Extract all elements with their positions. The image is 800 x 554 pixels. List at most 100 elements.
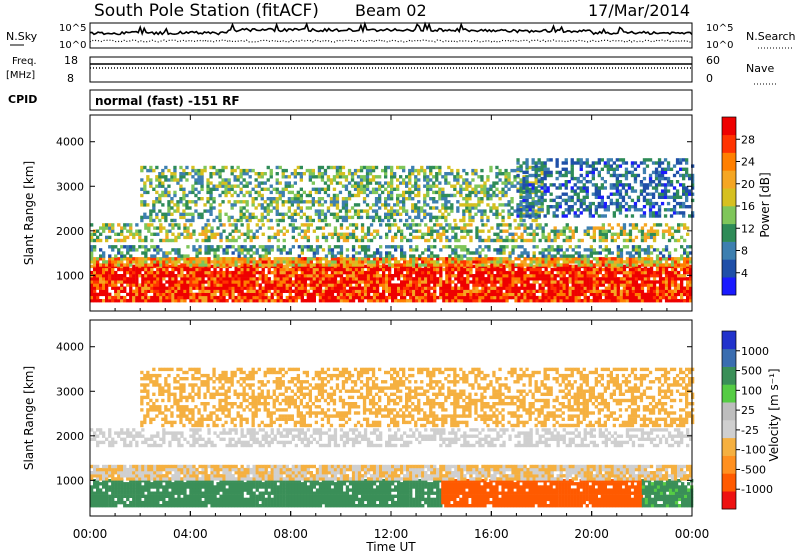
heatmap-cell <box>189 280 193 284</box>
heatmap-cell <box>204 274 208 278</box>
heatmap-cell <box>279 289 283 293</box>
heatmap-cell <box>344 175 349 179</box>
heatmap-cell <box>490 226 494 230</box>
heatmap-cell <box>465 209 469 213</box>
heatmap-cell <box>547 235 551 240</box>
heatmap-cell <box>505 229 509 233</box>
heatmap-cell <box>538 283 542 287</box>
heatmap-cell <box>686 257 690 261</box>
heatmap-cell <box>384 203 388 207</box>
heatmap-cell <box>315 251 320 255</box>
heatmap-cell <box>279 274 283 278</box>
heatmap-cell <box>273 280 277 284</box>
heatmap-cell <box>353 193 358 198</box>
heatmap-cell <box>132 248 136 252</box>
heatmap-cell <box>499 223 503 227</box>
heatmap-cell <box>457 295 461 300</box>
heatmap-cell <box>646 248 651 252</box>
heatmap-cell <box>293 193 297 198</box>
heatmap-cell <box>177 257 181 261</box>
heatmap-cell <box>291 229 295 233</box>
heatmap-cell <box>601 299 605 303</box>
heatmap-cell <box>379 292 383 297</box>
heatmap-cell <box>330 263 335 267</box>
heatmap-cell <box>366 263 371 267</box>
noise-left-label: N.Sky <box>6 30 38 43</box>
heatmap-cell <box>255 248 259 252</box>
heatmap-cell <box>459 184 463 188</box>
heatmap-cell <box>661 280 666 284</box>
heatmap-cell <box>613 263 617 267</box>
heatmap-cell <box>574 289 578 293</box>
heatmap-cell <box>284 175 288 179</box>
heatmap-cell <box>619 251 624 255</box>
heatmap-cell <box>451 292 455 297</box>
heatmap-cell <box>273 235 277 240</box>
heatmap-cell <box>661 257 666 261</box>
heatmap-cell <box>516 181 520 185</box>
heatmap-cell <box>664 245 669 249</box>
heatmap-cell <box>418 223 422 227</box>
heatmap-cell <box>140 200 144 204</box>
heatmap-cell <box>353 184 358 188</box>
heatmap-cell <box>345 232 350 236</box>
heatmap-cell <box>683 263 687 267</box>
heatmap-cell <box>514 283 518 287</box>
heatmap-cell <box>297 292 301 297</box>
heatmap-cell <box>556 235 560 240</box>
heatmap-cell <box>616 248 620 252</box>
heatmap-cell <box>354 263 359 267</box>
heatmap-cell <box>249 280 253 284</box>
heatmap-cell <box>186 274 190 278</box>
heatmap-cell <box>90 286 94 290</box>
heatmap-cell <box>643 263 648 267</box>
heatmap-cell <box>315 277 320 281</box>
heatmap-cell <box>454 260 458 264</box>
heatmap-cell <box>132 277 136 281</box>
heatmap-cell <box>598 299 602 303</box>
heatmap-cell <box>234 267 238 272</box>
heatmap-cell <box>537 206 541 210</box>
heatmap-cell <box>233 175 237 179</box>
heatmap-cell <box>321 289 326 293</box>
beam-label: Beam 02 <box>355 1 427 20</box>
heatmap-cell <box>680 295 684 300</box>
heatmap-cell <box>317 168 322 173</box>
heatmap-cell <box>170 200 174 204</box>
heatmap-cell <box>381 168 385 173</box>
heatmap-cell <box>162 267 166 272</box>
heatmap-cell <box>568 235 572 240</box>
heatmap-cell <box>577 299 581 303</box>
heatmap-cell <box>667 277 672 281</box>
heatmap-cell <box>577 274 581 278</box>
heatmap-cell <box>201 229 205 233</box>
heatmap-cell <box>186 283 190 287</box>
heatmap-cell <box>628 292 633 297</box>
heatmap-cell <box>529 295 533 300</box>
heatmap-cell <box>356 209 361 213</box>
heatmap-cell <box>222 248 226 252</box>
heatmap-cell <box>643 295 648 300</box>
heatmap-cell <box>534 215 538 220</box>
heatmap-cell <box>255 235 259 240</box>
heatmap-cell <box>192 277 196 281</box>
heatmap-cell <box>409 280 413 284</box>
heatmap-cell <box>93 292 97 297</box>
heatmap-cell <box>287 215 291 220</box>
heatmap-cell <box>531 218 535 223</box>
heatmap-cell <box>215 187 219 191</box>
heatmap-cell <box>335 168 340 173</box>
heatmap-cell <box>689 299 693 303</box>
heatmap-cell <box>231 260 235 264</box>
heatmap-cell <box>362 165 367 170</box>
heatmap-cell <box>496 257 500 261</box>
heatmap-cell <box>463 226 467 230</box>
heatmap-cell <box>400 257 404 261</box>
heatmap-cell <box>487 280 491 284</box>
heatmap-cell <box>655 292 660 297</box>
heatmap-cell <box>474 206 478 210</box>
heatmap-cell <box>598 232 602 236</box>
heatmap-cell <box>150 254 154 258</box>
heatmap-cell <box>144 286 148 290</box>
heatmap-cell <box>374 165 379 170</box>
